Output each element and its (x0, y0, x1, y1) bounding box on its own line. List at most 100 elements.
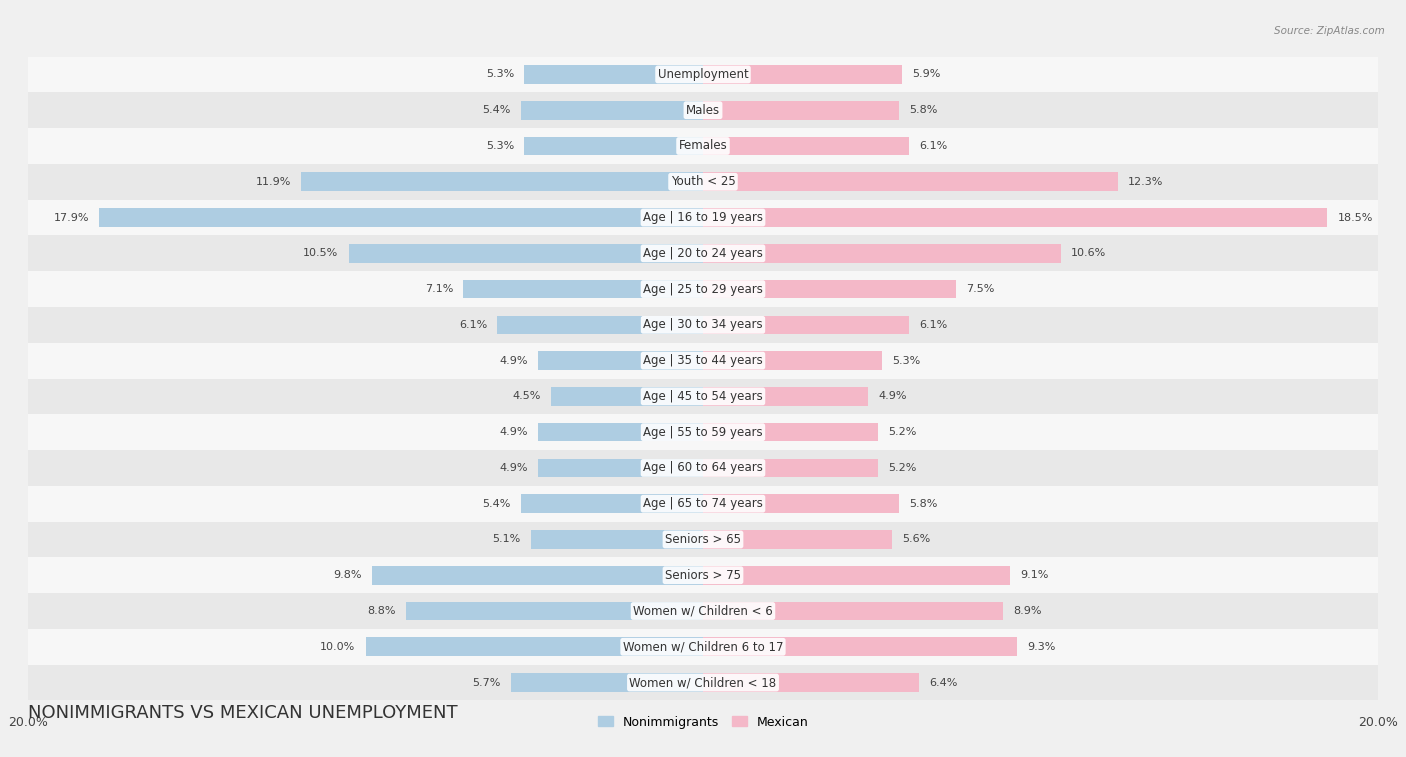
Text: 5.4%: 5.4% (482, 105, 510, 115)
Text: Seniors > 75: Seniors > 75 (665, 569, 741, 581)
Text: 17.9%: 17.9% (53, 213, 89, 223)
Text: 5.2%: 5.2% (889, 427, 917, 437)
Bar (28, 271, 1378, 307)
Text: 5.8%: 5.8% (908, 105, 938, 115)
Bar (98, 208, 703, 227)
Bar (28, 522, 1378, 557)
Bar (366, 637, 703, 656)
Text: Age | 60 to 64 years: Age | 60 to 64 years (643, 462, 763, 475)
Bar (537, 351, 703, 370)
Bar (703, 673, 920, 692)
Text: 6.4%: 6.4% (929, 678, 957, 687)
Text: 5.6%: 5.6% (903, 534, 931, 544)
Bar (373, 566, 703, 584)
Text: 5.3%: 5.3% (891, 356, 920, 366)
Bar (349, 244, 703, 263)
Text: 4.9%: 4.9% (499, 356, 527, 366)
Bar (703, 637, 1017, 656)
Text: 10.6%: 10.6% (1071, 248, 1107, 258)
Bar (703, 530, 891, 549)
Text: Women w/ Children < 18: Women w/ Children < 18 (630, 676, 776, 689)
Text: 5.9%: 5.9% (912, 70, 941, 79)
Text: 5.1%: 5.1% (492, 534, 520, 544)
Bar (703, 280, 956, 298)
Text: 10.5%: 10.5% (304, 248, 339, 258)
Text: Age | 16 to 19 years: Age | 16 to 19 years (643, 211, 763, 224)
Bar (537, 423, 703, 441)
Text: 5.3%: 5.3% (486, 70, 515, 79)
Text: 8.8%: 8.8% (367, 606, 396, 616)
Text: Women w/ Children 6 to 17: Women w/ Children 6 to 17 (623, 640, 783, 653)
Bar (703, 423, 879, 441)
Text: 5.2%: 5.2% (889, 463, 917, 473)
Bar (520, 101, 703, 120)
Text: Women w/ Children < 6: Women w/ Children < 6 (633, 605, 773, 618)
Text: Age | 45 to 54 years: Age | 45 to 54 years (643, 390, 763, 403)
Text: Age | 20 to 24 years: Age | 20 to 24 years (643, 247, 763, 260)
Bar (28, 593, 1378, 629)
Text: Youth < 25: Youth < 25 (671, 176, 735, 188)
Text: 5.7%: 5.7% (472, 678, 501, 687)
Text: Age | 65 to 74 years: Age | 65 to 74 years (643, 497, 763, 510)
Text: Seniors > 65: Seniors > 65 (665, 533, 741, 546)
Bar (28, 450, 1378, 486)
Bar (551, 387, 703, 406)
Legend: Nonimmigrants, Mexican: Nonimmigrants, Mexican (593, 711, 813, 734)
Bar (703, 494, 898, 513)
Text: Age | 55 to 59 years: Age | 55 to 59 years (643, 425, 763, 438)
Text: 12.3%: 12.3% (1128, 177, 1164, 187)
Bar (28, 307, 1378, 343)
Text: Unemployment: Unemployment (658, 68, 748, 81)
Bar (28, 629, 1378, 665)
Text: 4.9%: 4.9% (499, 427, 527, 437)
Bar (498, 316, 703, 334)
Text: 6.1%: 6.1% (920, 320, 948, 330)
Bar (406, 602, 703, 620)
Text: 6.1%: 6.1% (458, 320, 486, 330)
Bar (464, 280, 703, 298)
Bar (28, 486, 1378, 522)
Text: 5.3%: 5.3% (486, 141, 515, 151)
Text: Females: Females (679, 139, 727, 152)
Bar (703, 65, 903, 84)
Bar (703, 387, 869, 406)
Bar (28, 557, 1378, 593)
Bar (703, 244, 1060, 263)
Text: 7.1%: 7.1% (425, 284, 453, 294)
Text: 4.9%: 4.9% (879, 391, 907, 401)
Bar (703, 459, 879, 477)
Text: 4.9%: 4.9% (499, 463, 527, 473)
Text: 9.3%: 9.3% (1026, 642, 1056, 652)
Text: NONIMMIGRANTS VS MEXICAN UNEMPLOYMENT: NONIMMIGRANTS VS MEXICAN UNEMPLOYMENT (28, 704, 458, 722)
Bar (703, 173, 1118, 191)
Text: 6.1%: 6.1% (920, 141, 948, 151)
Bar (703, 351, 882, 370)
Text: 9.8%: 9.8% (333, 570, 363, 580)
Text: 11.9%: 11.9% (256, 177, 291, 187)
Bar (524, 137, 703, 155)
Bar (537, 459, 703, 477)
Text: Source: ZipAtlas.com: Source: ZipAtlas.com (1274, 26, 1385, 36)
Text: Age | 30 to 34 years: Age | 30 to 34 years (643, 319, 763, 332)
Text: 4.5%: 4.5% (513, 391, 541, 401)
Text: 7.5%: 7.5% (966, 284, 994, 294)
Bar (520, 494, 703, 513)
Bar (510, 673, 703, 692)
Text: 5.4%: 5.4% (482, 499, 510, 509)
Bar (531, 530, 703, 549)
Bar (28, 164, 1378, 200)
Bar (28, 128, 1378, 164)
Text: 8.9%: 8.9% (1014, 606, 1042, 616)
Text: 10.0%: 10.0% (321, 642, 356, 652)
Bar (28, 665, 1378, 700)
Bar (703, 208, 1327, 227)
Bar (28, 343, 1378, 378)
Bar (301, 173, 703, 191)
Bar (28, 378, 1378, 414)
Bar (28, 414, 1378, 450)
Bar (524, 65, 703, 84)
Bar (28, 92, 1378, 128)
Text: 9.1%: 9.1% (1021, 570, 1049, 580)
Bar (703, 602, 1004, 620)
Text: Age | 25 to 29 years: Age | 25 to 29 years (643, 282, 763, 295)
